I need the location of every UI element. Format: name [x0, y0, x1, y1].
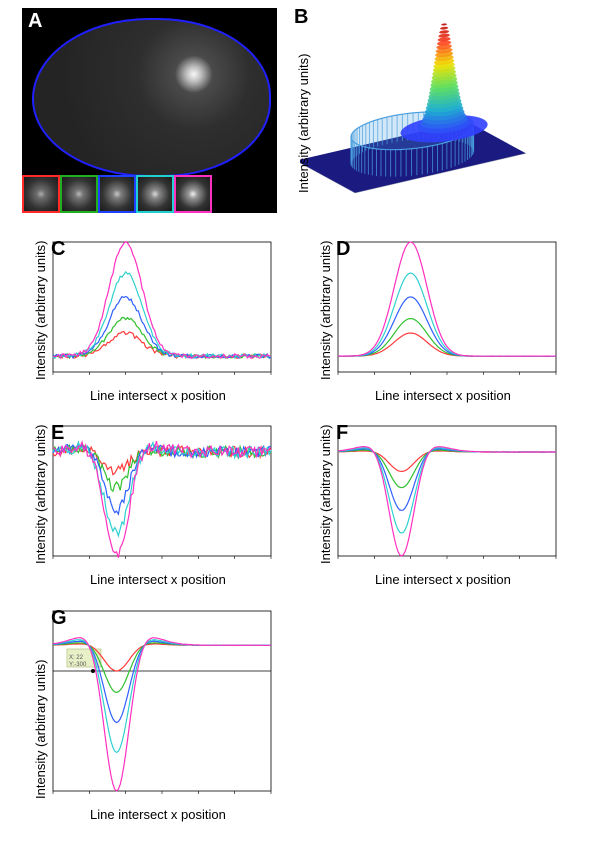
panel-b-ylabel: Intensity (arbitrary units) — [296, 54, 311, 193]
panel-c: CIntensity (arbitrary units)Line interse… — [45, 236, 275, 386]
inset-1 — [60, 175, 98, 213]
panel-b-svg — [300, 8, 590, 213]
panel-c-svg — [45, 236, 275, 386]
panel-e-xlabel: Line intersect x position — [90, 572, 226, 587]
panel-f-xlabel: Line intersect x position — [375, 572, 511, 587]
panel-e-label: E — [51, 422, 64, 445]
scientific-figure: A B Intensity (arbitrary units) CIntensi… — [0, 0, 600, 849]
panel-e-ylabel: Intensity (arbitrary units) — [33, 425, 48, 564]
inset-3 — [136, 175, 174, 213]
panel-g-svg: X: 22Y:-300 — [45, 605, 275, 805]
panel-a: A — [22, 8, 277, 213]
panel-g-ylabel: Intensity (arbitrary units) — [33, 660, 48, 799]
panel-c-label: C — [51, 238, 65, 261]
panel-b: B Intensity (arbitrary units) — [300, 8, 590, 213]
panel-d-svg — [330, 236, 560, 386]
panel-c-xlabel: Line intersect x position — [90, 388, 226, 403]
inset-4 — [174, 175, 212, 213]
panel-e: EIntensity (arbitrary units)Line interse… — [45, 420, 275, 570]
inset-2 — [98, 175, 136, 213]
panel-d-label: D — [336, 238, 350, 261]
panel-f-svg — [330, 420, 560, 570]
nucleus-outline — [32, 18, 271, 177]
svg-text:Y:-300: Y:-300 — [69, 662, 87, 668]
panel-g-xlabel: Line intersect x position — [90, 807, 226, 822]
panel-f-label: F — [336, 422, 348, 445]
panel-d-xlabel: Line intersect x position — [375, 388, 511, 403]
panel-e-svg — [45, 420, 275, 570]
panel-g-label: G — [51, 607, 67, 630]
panel-d: DIntensity (arbitrary units)Line interse… — [330, 236, 560, 386]
panel-a-label: A — [28, 10, 42, 33]
panel-c-ylabel: Intensity (arbitrary units) — [33, 241, 48, 380]
panel-f-ylabel: Intensity (arbitrary units) — [318, 425, 333, 564]
inset-row — [22, 175, 212, 213]
panel-b-label: B — [294, 6, 308, 29]
panel-d-ylabel: Intensity (arbitrary units) — [318, 241, 333, 380]
panel-g: GIntensity (arbitrary units)Line interse… — [45, 605, 275, 805]
panel-f: FIntensity (arbitrary units)Line interse… — [330, 420, 560, 570]
inset-0 — [22, 175, 60, 213]
svg-text:X: 22: X: 22 — [69, 655, 84, 661]
